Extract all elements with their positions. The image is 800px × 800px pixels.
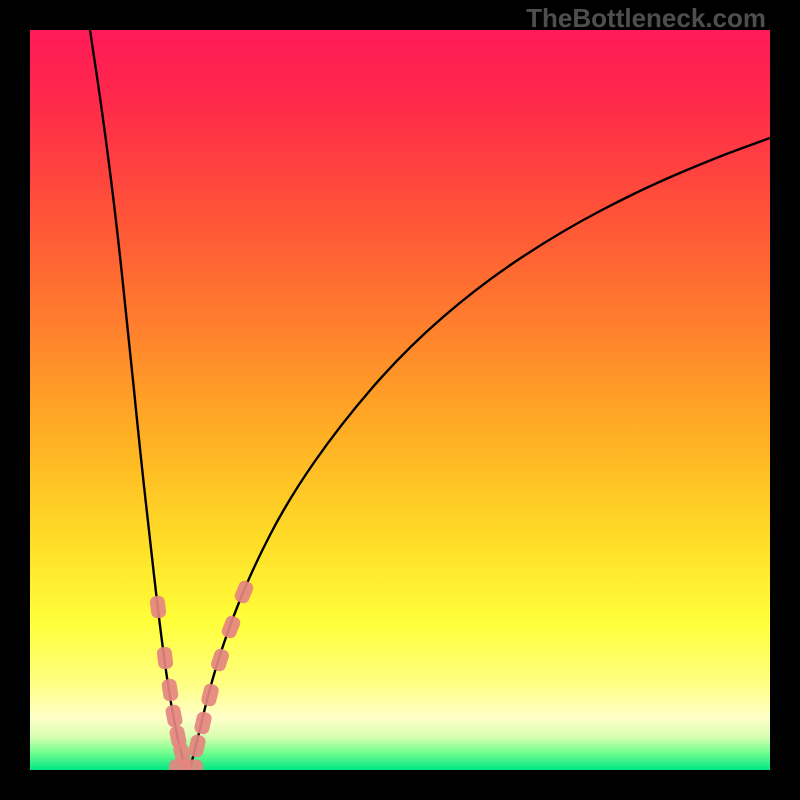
marker-left-0 xyxy=(149,595,167,619)
marker-bottom-1 xyxy=(181,760,203,771)
marker-left-3 xyxy=(164,704,183,729)
marker-right-0 xyxy=(187,734,207,759)
marker-left-2 xyxy=(161,678,179,702)
marker-left-1 xyxy=(156,646,174,670)
marker-right-1 xyxy=(193,711,213,736)
figure-frame: TheBottleneck.com xyxy=(0,0,800,800)
marker-right-4 xyxy=(220,614,242,640)
plot-area xyxy=(30,30,770,770)
marker-right-2 xyxy=(200,683,220,708)
curve-svg xyxy=(30,30,770,770)
curve-right-branch xyxy=(190,138,770,768)
marker-right-3 xyxy=(210,647,231,673)
marker-right-5 xyxy=(233,579,255,605)
